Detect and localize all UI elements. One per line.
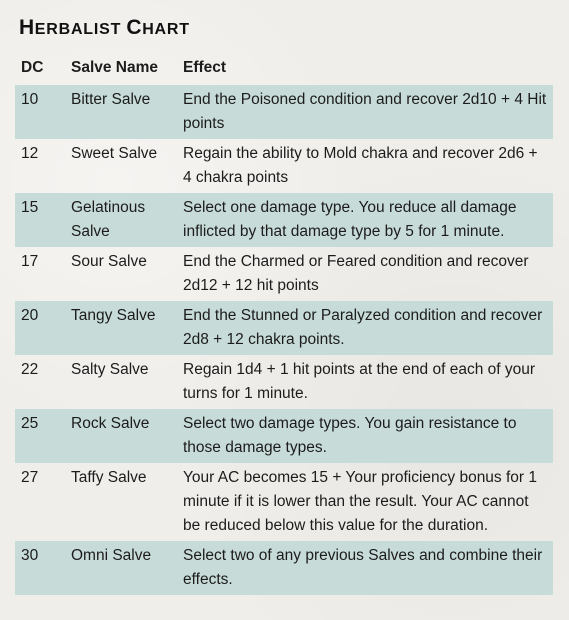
table-row: 12 Sweet Salve Regain the ability to Mol… [15,139,553,193]
salve-name-cell: Salty Salve [71,361,149,378]
page-title: HERBALIST CHART [19,16,190,39]
table-row: 10 Bitter Salve End the Poisoned conditi… [15,85,553,139]
salve-name-cell: Tangy Salve [65,301,177,355]
effect-cell: Regain 1d4 + 1 hit points at the end of … [183,361,536,402]
salve-name-cell: Taffy Salve [71,469,147,486]
salve-name-cell: Sour Salve [71,253,147,270]
dc-cell: 27 [21,469,39,486]
table-row: 25 Rock Salve Select two damage types. Y… [15,409,553,463]
salve-name-cell: Rock Salve [65,409,177,463]
effect-cell: Select one damage type. You reduce all d… [177,193,553,247]
table-row: 30 Omni Salve Select two of any previous… [15,541,553,595]
table-row: 27 Taffy Salve Your AC becomes 15 + Your… [15,463,553,541]
effect-cell: Your AC becomes 15 + Your proficiency bo… [183,469,538,534]
dc-cell: 10 [15,85,65,139]
header-dc: DC [21,59,44,76]
dc-cell: 20 [15,301,65,355]
dc-cell: 30 [15,541,65,595]
table-row: 15 Gelatinous Salve Select one damage ty… [15,193,553,247]
table-row: 20 Tangy Salve End the Stunned or Paraly… [15,301,553,355]
dc-cell: 17 [21,253,39,270]
dc-cell: 12 [21,145,39,162]
dc-cell: 25 [15,409,65,463]
effect-cell: Regain the ability to Mold chakra and re… [183,145,538,186]
herbalist-chart-table: DC Salve Name Effect 10 Bitter Salve End… [15,54,553,595]
effect-cell: Select two damage types. You gain resist… [177,409,553,463]
effect-cell: End the Charmed or Feared condition and … [183,253,529,294]
salve-name-cell: Bitter Salve [65,85,177,139]
header-salve-name: Salve Name [71,59,159,76]
effect-cell: Select two of any previous Salves and co… [177,541,553,595]
dc-cell: 15 [15,193,65,247]
effect-cell: End the Stunned or Paralyzed condition a… [177,301,553,355]
effect-cell: End the Poisoned condition and recover 2… [177,85,553,139]
table-row: 17 Sour Salve End the Charmed or Feared … [15,247,553,301]
header-effect: Effect [183,59,227,76]
salve-name-cell: Omni Salve [65,541,177,595]
table-row: 22 Salty Salve Regain 1d4 + 1 hit points… [15,355,553,409]
dc-cell: 22 [21,361,39,378]
table-header-row: DC Salve Name Effect [15,54,553,85]
salve-name-cell: Sweet Salve [71,145,158,162]
salve-name-cell: Gelatinous Salve [65,193,177,247]
